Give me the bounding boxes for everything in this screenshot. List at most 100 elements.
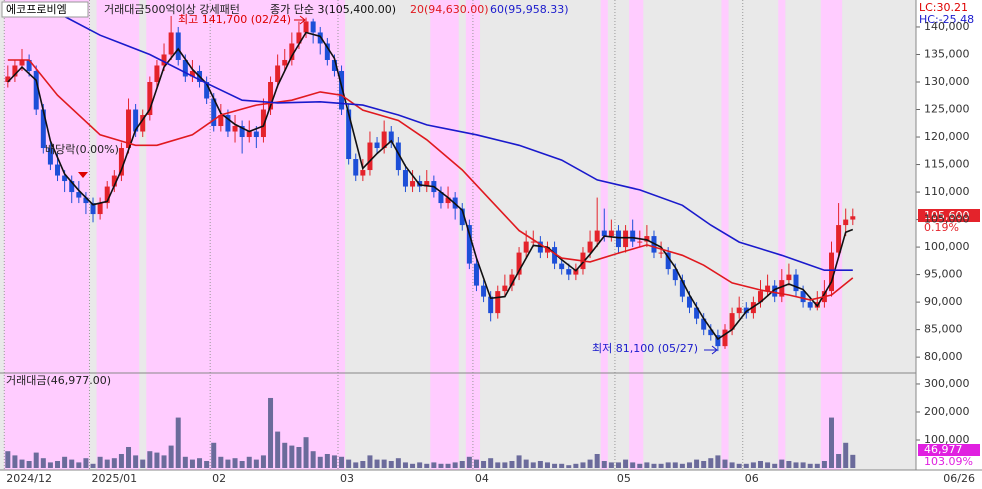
signal-band [820, 0, 843, 470]
volume-bar [814, 463, 820, 468]
volume-bar [807, 463, 813, 468]
volume-bar [800, 462, 806, 468]
volume-bar [623, 459, 629, 468]
candle-body [62, 175, 68, 182]
volume-bar [374, 459, 380, 468]
volume-bar [594, 453, 600, 468]
candle-body [19, 59, 25, 66]
volume-bar [850, 454, 856, 468]
y-tick-label: 115,000 [924, 158, 970, 171]
volume-bar [26, 460, 32, 468]
volume-bar [97, 456, 103, 468]
candle-body [736, 307, 742, 314]
volume-bar [147, 451, 153, 468]
volume-bar [722, 459, 728, 468]
candle-body [296, 32, 302, 44]
candle-body [573, 269, 579, 275]
candle-body [800, 291, 806, 303]
candle-body [473, 263, 479, 286]
signal-band [96, 0, 140, 470]
volume-bar [260, 455, 266, 468]
candle-body [587, 241, 593, 253]
volume-bar [431, 462, 437, 468]
y-tick-label: 300,000 [924, 377, 970, 390]
volume-bar [452, 462, 458, 468]
volume-bar [90, 463, 96, 468]
signal-band [629, 0, 644, 470]
volume-bar [836, 453, 842, 468]
volume-bar [182, 456, 188, 468]
candle-body [466, 225, 472, 264]
candle-body [33, 70, 39, 110]
candle-body [694, 307, 700, 319]
volume-bar [47, 462, 53, 468]
candle-body [232, 126, 238, 132]
volume-bar [537, 460, 543, 468]
volume-bar [644, 462, 650, 468]
volume-bar [161, 455, 167, 468]
candle-body [779, 280, 785, 297]
volume-bar [843, 442, 849, 468]
candle-body [757, 291, 763, 303]
candle-body [111, 175, 117, 187]
candle-body [374, 142, 380, 149]
candle-body [360, 170, 366, 176]
volume-bar [175, 417, 181, 468]
candle-body [161, 54, 167, 66]
volume-bar [587, 459, 593, 468]
candle-body [509, 274, 515, 286]
volume-bar [5, 451, 11, 468]
candle-body [665, 252, 671, 270]
candle-body [829, 252, 835, 292]
candle-body [246, 131, 252, 138]
volume-bar [395, 458, 401, 468]
candle-body [836, 225, 842, 253]
volume-bar [488, 458, 494, 468]
volume-bar [168, 445, 174, 468]
volume-bar [339, 456, 345, 468]
volume-badge-text: 46,977 [924, 443, 963, 456]
candle-body [367, 142, 373, 171]
ma-line [35, 1, 853, 271]
ma-legend: 60(95,958.33) [490, 3, 569, 16]
volume-bar [204, 460, 210, 468]
candle-body [289, 43, 295, 60]
volume-bar [552, 463, 558, 468]
price-badge [918, 209, 980, 222]
volume-bar [310, 451, 316, 468]
pattern-name: 거래대금500억이상 강세패턴 [104, 3, 240, 16]
candle-body [40, 109, 46, 149]
candle-body [118, 148, 124, 176]
volume-bar [829, 417, 835, 468]
volume-bar [76, 462, 82, 468]
candle-body [793, 274, 799, 292]
volume-bar [55, 460, 61, 468]
candle-body [268, 81, 274, 110]
y-tick-label: 200,000 [924, 405, 970, 418]
candle-body [5, 76, 11, 82]
candle-body [395, 142, 401, 171]
volume-bar [637, 463, 643, 468]
volume-bar [665, 462, 671, 468]
ma-line [7, 31, 854, 341]
volume-bar [445, 463, 451, 468]
candle-body [459, 208, 465, 226]
candle-body [317, 32, 323, 44]
candle-body [608, 230, 614, 237]
volume-bar [218, 456, 224, 468]
candle-body [204, 81, 210, 99]
candle-body [623, 230, 629, 248]
volume-bar [580, 462, 586, 468]
candle-body [502, 285, 508, 292]
volume-bar [40, 458, 46, 468]
candle-body [147, 81, 153, 116]
volume-bar [729, 462, 735, 468]
volume-bar [346, 459, 352, 468]
volume-bar [367, 455, 373, 468]
candle-body [303, 21, 309, 33]
candle-body [168, 32, 174, 55]
volume-bar [715, 455, 721, 468]
candle-body [630, 230, 636, 242]
y-tick-label: 95,000 [924, 268, 963, 281]
volume-bar [275, 431, 281, 468]
